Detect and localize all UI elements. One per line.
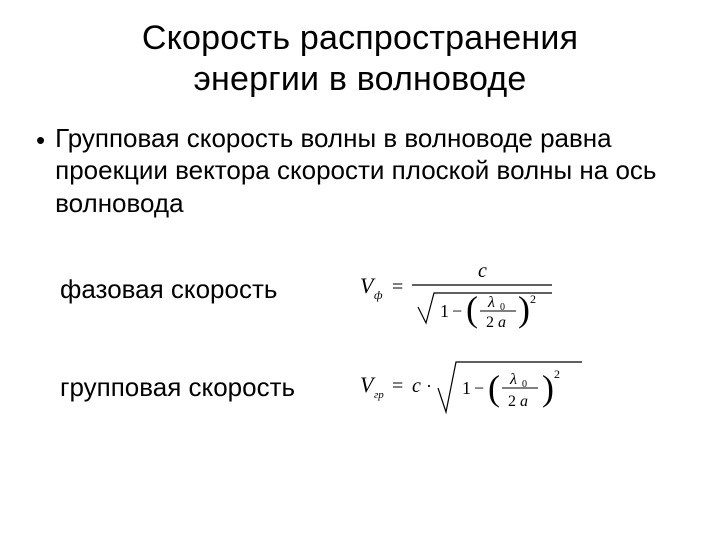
phase-label: фазовая скорость	[60, 274, 350, 305]
svg-text:): )	[518, 289, 530, 329]
svg-text:=: =	[392, 375, 403, 397]
title-line-2: энергии в волноводе	[193, 60, 526, 98]
svg-text:(: (	[488, 368, 500, 408]
svg-text:λ: λ	[509, 371, 517, 388]
svg-text:2: 2	[486, 314, 494, 329]
bullet-text: Групповая скорость волны в волноводе рав…	[55, 122, 684, 220]
svg-text:0: 0	[522, 379, 527, 390]
svg-text:a: a	[520, 393, 528, 410]
phase-formula: V ф = c 1 − ( ) 2 λ 0	[360, 245, 560, 334]
svg-text:1: 1	[440, 301, 449, 321]
svg-text:(: (	[466, 289, 478, 329]
svg-text:0: 0	[500, 302, 505, 313]
svg-text:гр: гр	[374, 389, 384, 401]
group-label: групповая скорость	[60, 372, 350, 403]
bullet-block: • Групповая скорость волны в волноводе р…	[36, 122, 684, 220]
svg-text:2: 2	[530, 292, 536, 306]
svg-text:c: c	[478, 260, 487, 282]
svg-text:2: 2	[508, 393, 516, 410]
svg-text:=: =	[392, 276, 403, 298]
title-line-1: Скорость распространения	[142, 19, 578, 57]
bullet-marker: •	[36, 122, 45, 157]
svg-text:λ: λ	[487, 294, 495, 311]
svg-text:a: a	[498, 314, 506, 329]
svg-text:c: c	[412, 375, 421, 397]
svg-text:2: 2	[554, 367, 560, 381]
svg-text:−: −	[452, 301, 462, 321]
svg-text:): )	[542, 368, 554, 408]
svg-text:·: ·	[426, 376, 432, 396]
slide: Скорость распространения энергии в волно…	[0, 0, 720, 540]
svg-text:−: −	[474, 378, 484, 398]
svg-text:1: 1	[462, 378, 471, 398]
group-formula: V гр = c · 1 − ( ) 2 λ 0 2 a	[360, 350, 590, 425]
group-row: групповая скорость V гр = c · 1 − ( ) 2	[36, 350, 684, 425]
svg-text:ф: ф	[374, 288, 383, 302]
slide-title: Скорость распространения энергии в волно…	[36, 18, 684, 100]
phase-row: фазовая скорость V ф = c 1 − ( ) 2	[36, 245, 684, 334]
